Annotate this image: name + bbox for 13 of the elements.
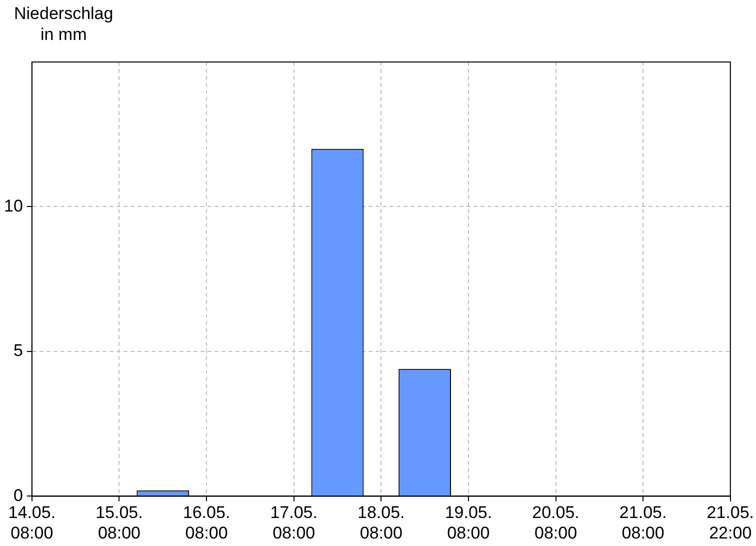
x-tick-label: 21.05. 22:00 (706, 503, 754, 542)
y-axis-title: Niederschlag in mm (14, 3, 114, 45)
x-tick-label: 14.05. 08:00 (8, 503, 56, 542)
y-tick-label: 0 (13, 486, 23, 505)
x-tick-label: 15.05. 08:00 (96, 503, 143, 542)
x-tick-label: 16.05. 08:00 (182, 503, 230, 542)
x-tick-label: 18.05. 08:00 (358, 503, 405, 542)
x-tick-label: 20.05. 08:00 (532, 503, 580, 542)
x-tick-label: 19.05. 08:00 (444, 503, 492, 542)
x-tick-label: 21.05. 08:00 (619, 503, 667, 542)
x-tick-label: 17.05. 08:00 (270, 503, 318, 542)
y-tick-label: 5 (13, 341, 23, 360)
y-tick-label: 10 (4, 196, 23, 216)
